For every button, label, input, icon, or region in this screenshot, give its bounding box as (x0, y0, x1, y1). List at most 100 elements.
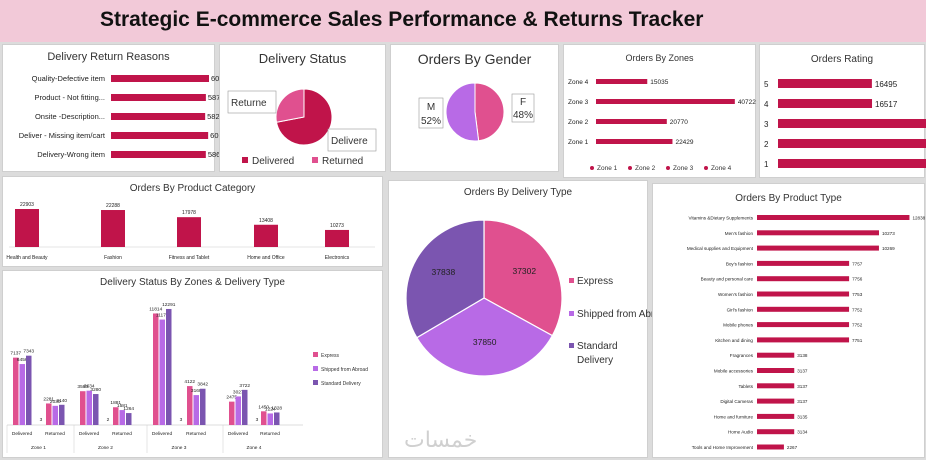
value-label: 7343 (23, 349, 34, 355)
pie-slice (445, 82, 480, 142)
legend-label: Delivered (252, 156, 294, 167)
bar (52, 405, 58, 425)
bar (757, 291, 850, 297)
category-label: Fragrances (730, 353, 754, 358)
bar (254, 224, 278, 247)
value-label: 2267 (787, 445, 798, 450)
chart-title: Orders By Gender (417, 51, 532, 67)
legend-label-line1: Shipped from Abroad (577, 309, 671, 320)
gender-panel: Orders By Gender F 48% M 52% (390, 44, 559, 172)
zone-label: Zone 2 (98, 445, 113, 451)
callout-value: 48% (513, 110, 533, 121)
product-type-chart: Vitamins &Dietary Supplements 12838 Men's … (687, 215, 926, 450)
category-label: Women's fashion (718, 292, 753, 297)
pie-slice (483, 219, 563, 337)
chart-title: Orders By Delivery Type (463, 187, 573, 198)
legend-label: Zone 1 (597, 165, 618, 172)
category-label: 3 (764, 120, 769, 129)
bar (101, 210, 125, 247)
category-label: Digital Cameras (720, 399, 753, 404)
value-label: 10273 (882, 231, 895, 236)
callout-box (327, 128, 377, 152)
pie-slice (474, 82, 505, 142)
value-label: 37302 (512, 266, 536, 276)
value-label: 2281 (43, 396, 54, 402)
bar (26, 355, 32, 425)
category-label: Home Audio (728, 430, 753, 435)
value-label: 5868 (208, 150, 225, 159)
value-label: 16517 (875, 100, 898, 109)
delivery-type-chart: 37302 37850 37838 Express Shipped from Abroa… (405, 219, 671, 377)
category-label: 1 (764, 160, 769, 169)
legend-label-line2: Delivery (577, 355, 613, 366)
category-label: 2 (764, 140, 769, 149)
legend-swatch (313, 380, 318, 385)
callout-label: M (427, 102, 435, 113)
value-label: 13408 (259, 218, 273, 224)
pie-slice (405, 219, 485, 339)
bar (111, 113, 206, 120)
status-label: Delivered (228, 431, 249, 437)
pie-slice (275, 88, 305, 123)
value-label: 17978 (182, 210, 196, 216)
bar (126, 413, 132, 425)
delivery-status-chart: Returne Delivere Delivered Returned (227, 88, 377, 167)
value-label: 40722 (738, 99, 756, 106)
value-label: 3168 (191, 388, 202, 394)
extra-label: 3 (40, 417, 43, 423)
bar (261, 411, 267, 425)
bar (757, 337, 850, 343)
category-label: Fitness and Tablet (169, 255, 210, 261)
value-label: 1881 (110, 400, 121, 406)
callout-label: Returne (231, 98, 267, 109)
category-label: Zone 4 (568, 79, 589, 86)
zone-delivery-panel: Delivery Status By Zones & Delivery Type… (2, 270, 383, 458)
value-label: 22903 (20, 202, 34, 208)
value-label: 12291 (162, 302, 176, 308)
value-label: 2475 (226, 395, 237, 401)
value-label: 7751 (852, 338, 863, 343)
category-label: Mobile phones (723, 323, 754, 328)
legend-label: Returned (322, 156, 363, 167)
value-label: 2030 (50, 399, 61, 405)
value-label: 3137 (797, 384, 808, 389)
bar (111, 151, 206, 158)
gender-chart: F 48% M 52% (418, 82, 535, 142)
bar (13, 357, 19, 425)
callout-box (418, 97, 444, 129)
zone-label: Zone 3 (172, 445, 187, 451)
category-label: 4 (764, 100, 769, 109)
bar (153, 313, 159, 425)
pie-slice (416, 297, 554, 377)
orders-rating-chart: 516495416517326624226703126661 (764, 79, 926, 169)
category-label: Zone 2 (568, 119, 589, 126)
bar (80, 391, 86, 425)
value-label: 3722 (239, 383, 250, 389)
bar (111, 132, 209, 139)
delivery-status-panel: Delivery Status Returne Delivere Delivered… (219, 44, 386, 172)
value-label: 7752 (852, 307, 863, 312)
legend-swatch (590, 166, 594, 170)
bar (596, 99, 735, 104)
category-label: Onsite -Description... (35, 112, 105, 121)
category-label: Delivery-Wrong item (37, 150, 105, 159)
bar (46, 403, 52, 425)
bar (757, 383, 795, 389)
bar (166, 308, 172, 425)
bar (93, 394, 99, 425)
category-label: Mobile accessories (714, 369, 754, 374)
category-label: Men's fashion (725, 231, 754, 236)
bar (325, 229, 349, 247)
watermark-logo: خمسات (404, 428, 478, 453)
bar (19, 364, 25, 425)
bar (86, 390, 92, 425)
legend-label: Shipped from Abroad (321, 367, 368, 373)
callout-value: 52% (421, 116, 441, 127)
status-label: Returned (260, 431, 280, 437)
value-label: 20770 (670, 119, 688, 126)
bar (757, 306, 850, 312)
status-label: Delivered (12, 431, 33, 437)
category-label: Boy's fashion (726, 261, 754, 266)
value-label: 3027 (233, 389, 244, 395)
